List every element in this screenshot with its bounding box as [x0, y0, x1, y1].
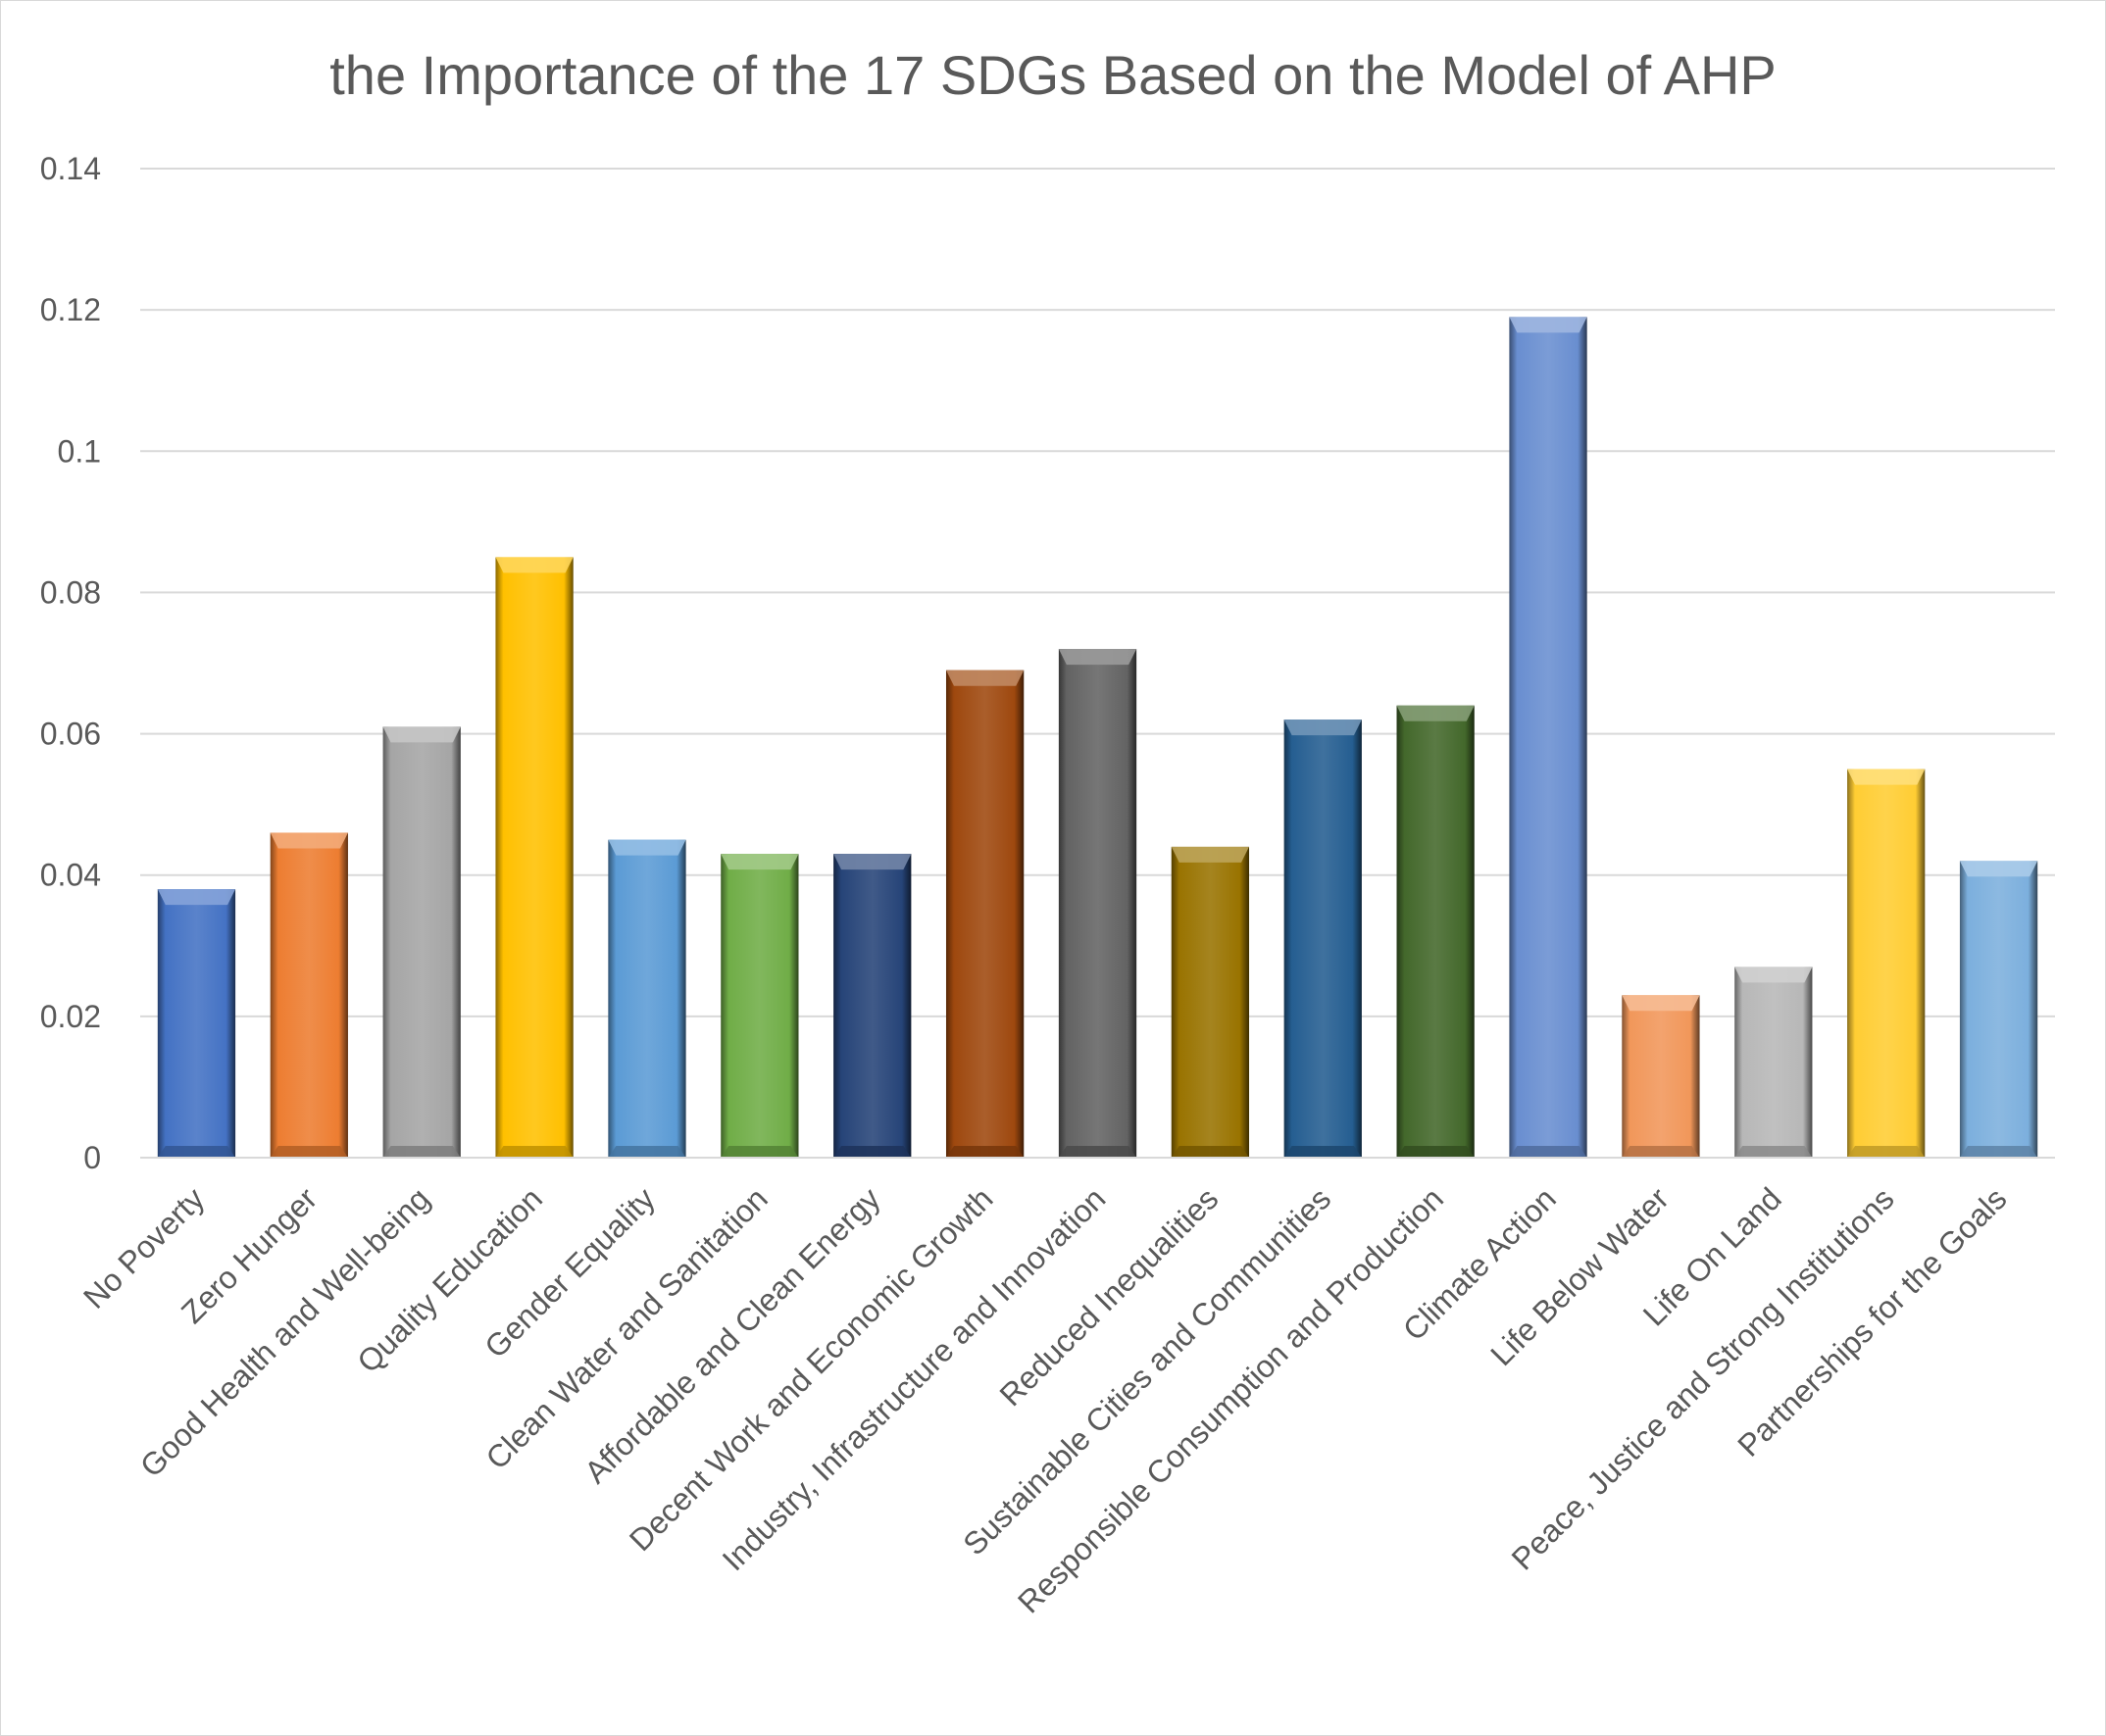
bar: [1058, 649, 1137, 1158]
bar-top-bevel: [1509, 317, 1587, 333]
bar: [157, 889, 236, 1158]
bar-bottom-bevel: [608, 1146, 686, 1158]
bar-group: [721, 854, 799, 1158]
bar-bottom-bevel: [1396, 1146, 1475, 1158]
bar-bottom-bevel: [721, 1146, 799, 1158]
bar-bottom-bevel: [1058, 1146, 1137, 1158]
bar: [1396, 705, 1475, 1158]
bar-bottom-bevel: [833, 1146, 912, 1158]
bar-group: [1734, 967, 1813, 1158]
bar: [1734, 967, 1813, 1158]
bar-group: [1396, 705, 1475, 1158]
bar-bottom-bevel: [945, 1146, 1025, 1158]
bar-top-bevel: [270, 832, 348, 849]
bar-group: [157, 889, 236, 1158]
bar-group: [945, 670, 1025, 1158]
bar-group: [270, 832, 348, 1158]
bar-bottom-bevel: [1734, 1146, 1813, 1158]
bar-group: [495, 557, 574, 1158]
bar-bottom-bevel: [270, 1146, 348, 1158]
bar-group: [1171, 846, 1250, 1158]
bar: [495, 557, 574, 1158]
y-axis-ticks: 0 0.02 0.04 0.06 0.08 0.1 0.12 0.14: [40, 151, 101, 1175]
x-tick-label: Reduced Inequalities: [993, 1180, 1226, 1413]
bar-bottom-bevel: [1171, 1146, 1250, 1158]
bar-group: [1509, 317, 1587, 1159]
bar-top-bevel: [1396, 705, 1475, 721]
bar-bottom-bevel: [1509, 1146, 1587, 1158]
bar-top-bevel: [833, 854, 912, 870]
bar: [1622, 995, 1700, 1158]
bar-group: [1283, 719, 1362, 1158]
bar-group: [833, 854, 912, 1158]
bar-top-bevel: [608, 839, 686, 856]
bar-bottom-bevel: [382, 1146, 461, 1158]
bar-bottom-bevel: [1283, 1146, 1362, 1158]
bar-group: [1847, 769, 1926, 1158]
bar: [945, 670, 1025, 1158]
bar: [1171, 846, 1250, 1158]
bar-top-bevel: [1171, 846, 1250, 863]
y-tick-label: 0.04: [40, 858, 101, 893]
bar-bottom-bevel: [495, 1146, 574, 1158]
chart-title: the Importance of the 17 SDGs Based on t…: [329, 44, 1777, 106]
y-tick-label: 0: [83, 1140, 101, 1175]
bar-bottom-bevel: [1959, 1146, 2038, 1158]
bar: [1509, 317, 1587, 1159]
bar: [270, 832, 348, 1158]
bar-top-bevel: [1959, 861, 2038, 877]
bar-top-bevel: [721, 854, 799, 870]
bar-group: [382, 726, 461, 1158]
x-tick-label: Quality Education: [350, 1180, 549, 1379]
bar: [721, 854, 799, 1158]
bar-top-bevel: [157, 889, 236, 906]
bar-bottom-bevel: [157, 1146, 236, 1158]
bar-group: [608, 839, 686, 1158]
bar: [1847, 769, 1926, 1158]
bar: [1959, 861, 2038, 1158]
bar-group: [1058, 649, 1137, 1158]
bar-top-bevel: [1058, 649, 1137, 666]
y-tick-label: 0.06: [40, 717, 101, 752]
bar: [833, 854, 912, 1158]
x-tick-label: Responsible Consumption and Production: [1011, 1180, 1450, 1619]
y-tick-label: 0.02: [40, 999, 101, 1034]
y-tick-label: 0.14: [40, 151, 101, 186]
bars: [157, 317, 2038, 1159]
bar-bottom-bevel: [1847, 1146, 1926, 1158]
bar: [382, 726, 461, 1158]
bar-top-bevel: [495, 557, 574, 573]
bar-bottom-bevel: [1622, 1146, 1700, 1158]
bar-group: [1959, 861, 2038, 1158]
bar: [1283, 719, 1362, 1158]
bar-group: [1622, 995, 1700, 1158]
bar-top-bevel: [1622, 995, 1700, 1012]
bar: [608, 839, 686, 1158]
y-tick-label: 0.1: [58, 433, 101, 469]
bar-top-bevel: [1283, 719, 1362, 736]
y-tick-label: 0.08: [40, 574, 101, 610]
y-tick-label: 0.12: [40, 292, 101, 327]
bar-top-bevel: [945, 670, 1025, 686]
bar-top-bevel: [1847, 769, 1926, 785]
bar-top-bevel: [1734, 967, 1813, 983]
bar-top-bevel: [382, 726, 461, 743]
